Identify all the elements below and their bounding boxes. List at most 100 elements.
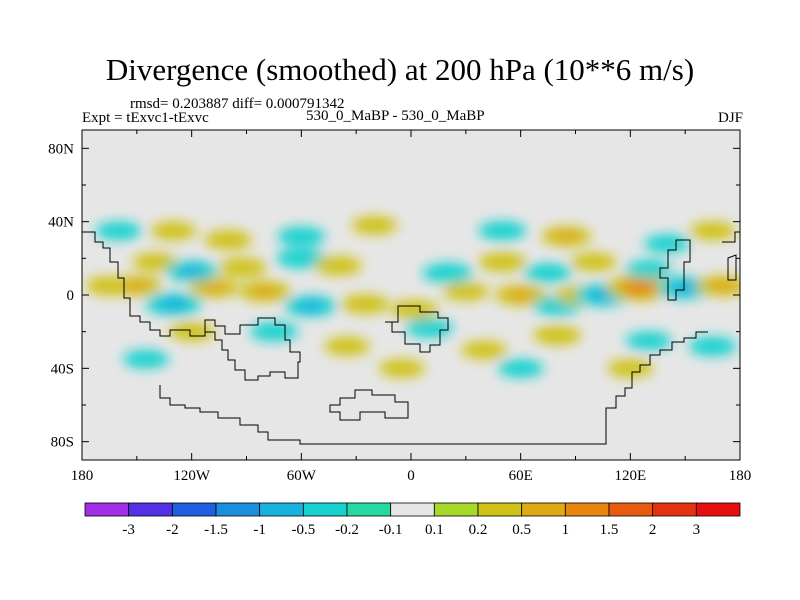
colorbar-label: 1 xyxy=(562,522,570,538)
anomaly-core xyxy=(552,230,581,243)
colorbar-label: -1 xyxy=(253,522,266,538)
anomaly-blob xyxy=(625,260,672,279)
anomaly-blob xyxy=(643,234,690,253)
colorbar-swatch xyxy=(608,502,654,517)
x-tick-label: 60W xyxy=(287,468,317,484)
colorbar-label: -3 xyxy=(122,522,135,538)
colorbar-label: -1.5 xyxy=(204,522,228,538)
coastline-asia-east xyxy=(722,231,740,243)
colorbar-label: 0.5 xyxy=(512,522,531,538)
colorbar-label: -0.1 xyxy=(379,522,403,538)
coastline-south-america-tip xyxy=(159,331,708,445)
x-tick-label: 120W xyxy=(173,468,211,484)
anomaly-blob xyxy=(497,359,544,378)
colorbar-label: -0.5 xyxy=(291,522,315,538)
anomaly-blob xyxy=(277,226,326,246)
anomaly-blob xyxy=(378,359,425,378)
anomaly-blob xyxy=(132,252,179,272)
anomaly-blob xyxy=(442,282,489,301)
coastline-pacific-island xyxy=(727,254,737,281)
colorbar-swatch xyxy=(477,502,523,517)
anomaly-blob xyxy=(95,221,142,241)
anomaly-blob xyxy=(524,263,573,283)
anomaly-blob xyxy=(390,300,439,320)
colorbar-swatch xyxy=(390,502,435,517)
anomaly-core xyxy=(433,267,462,279)
x-tick-label: 180 xyxy=(71,468,94,484)
coastline-antarctic-peninsula xyxy=(329,389,409,421)
colorbar-swatch xyxy=(564,502,610,517)
case-label: 530_0_MaBP - 530_0_MaBP xyxy=(306,108,485,124)
colorbar-swatch xyxy=(259,502,304,517)
colorbar-swatch xyxy=(84,502,130,517)
anomaly-core xyxy=(157,297,189,311)
coastline-africa xyxy=(385,305,449,353)
anomaly-blob xyxy=(461,340,508,360)
colorbar-swatch xyxy=(302,502,348,517)
anomaly-blob xyxy=(324,337,371,356)
anomaly-blob xyxy=(249,322,298,342)
anomaly-blob xyxy=(218,257,267,278)
colorbar-label: -0.2 xyxy=(335,522,359,538)
anomaly-blob xyxy=(688,336,737,356)
colorbar-swatch xyxy=(215,502,261,517)
anomaly-core xyxy=(250,285,280,298)
anomaly-blob xyxy=(204,230,253,250)
x-tick-label: 120E xyxy=(614,468,646,484)
anomaly-blob xyxy=(478,252,527,272)
x-tick-label: 180 xyxy=(729,468,752,484)
anomaly-blob xyxy=(351,216,398,235)
anomaly-blob xyxy=(313,256,362,276)
colorbar-label: 0.1 xyxy=(425,522,444,538)
y-axis: 80N 40N 0 40S 80S xyxy=(48,141,740,451)
colorbar-swatch xyxy=(652,502,697,517)
x-tick-label: 0 xyxy=(407,468,415,484)
y-tick-label: 40N xyxy=(48,215,74,231)
anomaly-core xyxy=(296,299,325,313)
y-tick-label: 0 xyxy=(67,288,75,304)
y-tick-label: 80N xyxy=(48,141,74,157)
chart-title: Divergence (smoothed) at 200 hPa (10**6 … xyxy=(105,52,695,87)
colorbar-label: 1.5 xyxy=(600,522,619,538)
colorbar-label: 2 xyxy=(649,522,657,538)
colorbar-label: 3 xyxy=(693,522,701,538)
y-tick-label: 80S xyxy=(51,435,74,451)
colorbar-swatch xyxy=(171,502,217,517)
x-tick-label: 60E xyxy=(509,468,533,484)
anomaly-core xyxy=(506,288,535,302)
stats-label: rmsd= 0.203887 diff= 0.000791342 xyxy=(130,96,345,112)
anomaly-blob xyxy=(625,331,672,351)
colorbar-swatch xyxy=(128,502,173,517)
anomaly-core xyxy=(123,279,151,292)
anomaly-core xyxy=(287,252,316,265)
anomaly-field xyxy=(85,216,740,378)
anomaly-blob xyxy=(570,252,617,272)
anomaly-core xyxy=(707,279,737,293)
coastline-indonesia-australia xyxy=(659,239,691,301)
anomaly-blob xyxy=(122,349,169,369)
y-tick-label: 40S xyxy=(51,361,74,377)
anomaly-blob xyxy=(689,221,736,241)
colorbar-label: 0.2 xyxy=(469,522,488,538)
anomaly-blob xyxy=(478,221,527,241)
coastlines xyxy=(82,231,740,445)
anomaly-blob xyxy=(150,221,197,241)
anomaly-core xyxy=(177,264,206,278)
colorbar-swatch xyxy=(346,502,392,517)
colorbar-swatch xyxy=(433,502,479,517)
colorbar-label: -2 xyxy=(166,522,179,538)
anomaly-blob xyxy=(607,359,654,378)
x-axis: 180 120W 60W 0 60E 120E 180 xyxy=(71,130,752,484)
anomaly-core xyxy=(621,279,658,296)
anomaly-core xyxy=(669,280,701,295)
season-label: DJF xyxy=(717,110,743,126)
anomaly-blob xyxy=(405,318,454,338)
anomaly-blob xyxy=(341,294,390,314)
colorbar: -3 -2 -1.5 -1 -0.5 -0.2 -0.1 0.1 0.2 0.5 1 1.5 2 3 xyxy=(84,502,741,538)
coastline-americas xyxy=(82,231,301,381)
anomaly-blob xyxy=(533,325,582,345)
colorbar-swatch xyxy=(521,502,566,517)
anomaly-core xyxy=(199,281,228,294)
experiment-label: Expt = tExvc1-tExvc xyxy=(82,110,209,126)
